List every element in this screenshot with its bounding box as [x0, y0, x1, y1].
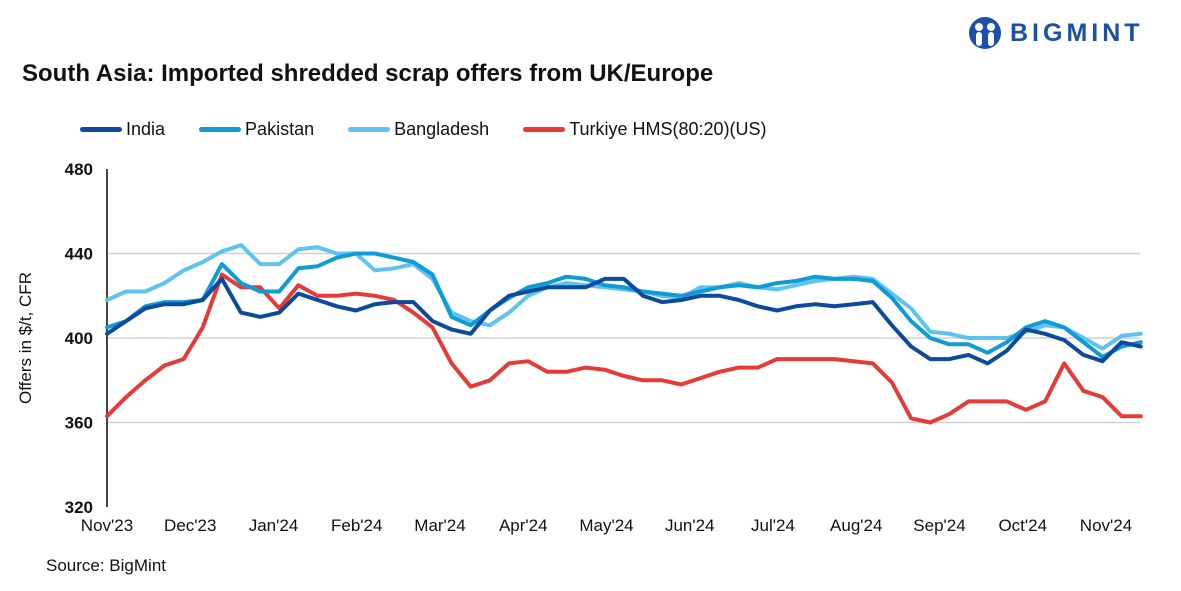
x-tick-label: Jun'24: [665, 516, 715, 535]
y-tick-label: 400: [65, 329, 93, 348]
logo-text: BIGMINT: [1010, 18, 1144, 47]
x-tick-label: May'24: [579, 516, 633, 535]
legend-swatch: [348, 127, 391, 132]
x-tick-label: Feb'24: [331, 516, 382, 535]
y-tick-label: 440: [65, 245, 93, 264]
y-axis-label: Offers in $/t, CFR: [16, 272, 35, 404]
legend-item-india: India: [80, 119, 165, 140]
bigmint-logo-icon: [969, 17, 1001, 49]
x-tick-label: Sep'24: [913, 516, 965, 535]
x-tick-label: Dec'23: [164, 516, 216, 535]
x-tick-label: Oct'24: [998, 516, 1047, 535]
series-line-india: [105, 276, 1143, 366]
y-tick-label: 320: [65, 498, 93, 517]
legend-swatch: [80, 127, 122, 132]
legend-item-turkiye: Turkiye HMS(80:20)(US): [523, 119, 767, 140]
legend: India Pakistan Bangladesh Turkiye HMS(80…: [80, 119, 767, 140]
legend-label: Bangladesh: [394, 119, 490, 139]
legend-item-bangladesh: Bangladesh: [348, 119, 489, 140]
series-line-bangladesh: [105, 243, 1143, 351]
legend-swatch: [523, 127, 566, 132]
x-tick-label: Mar'24: [414, 516, 465, 535]
x-tick-label: Nov'23: [81, 516, 133, 535]
x-tick-label: Jan'24: [249, 516, 299, 535]
x-tick-label: Apr'24: [499, 516, 548, 535]
series-line-pakistan: [105, 251, 1143, 359]
legend-item-pakistan: Pakistan: [199, 119, 314, 140]
legend-label: Turkiye HMS(80:20)(US): [569, 119, 767, 139]
x-tick-label: Nov'24: [1080, 516, 1132, 535]
x-tick-label: Aug'24: [830, 516, 882, 535]
legend-label: India: [126, 119, 166, 139]
bigmint-logo: BIGMINT: [968, 16, 1144, 50]
legend-swatch: [199, 127, 242, 132]
x-tick-label: Jul'24: [751, 516, 795, 535]
y-tick-label: 480: [65, 160, 93, 179]
y-tick-label: 360: [65, 414, 93, 433]
series-line-turkiye: [105, 272, 1143, 425]
legend-label: Pakistan: [245, 119, 315, 139]
source-note: Source: BigMint: [46, 556, 166, 575]
chart-title: South Asia: Imported shredded scrap offe…: [22, 60, 714, 87]
